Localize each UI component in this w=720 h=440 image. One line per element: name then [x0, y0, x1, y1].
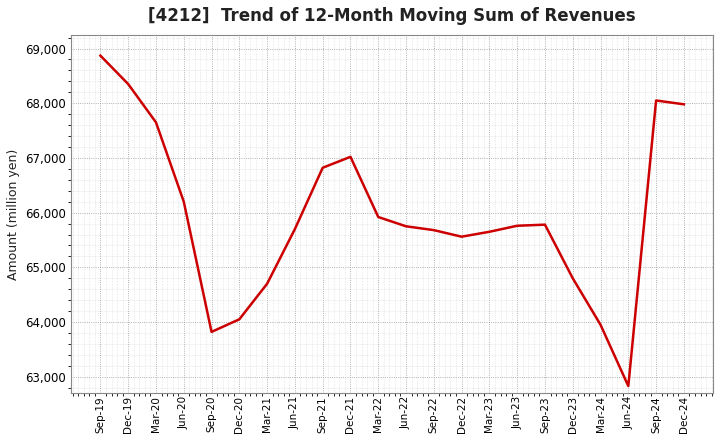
- Y-axis label: Amount (million yen): Amount (million yen): [7, 148, 20, 279]
- Title: [4212]  Trend of 12-Month Moving Sum of Revenues: [4212] Trend of 12-Month Moving Sum of R…: [148, 7, 636, 25]
